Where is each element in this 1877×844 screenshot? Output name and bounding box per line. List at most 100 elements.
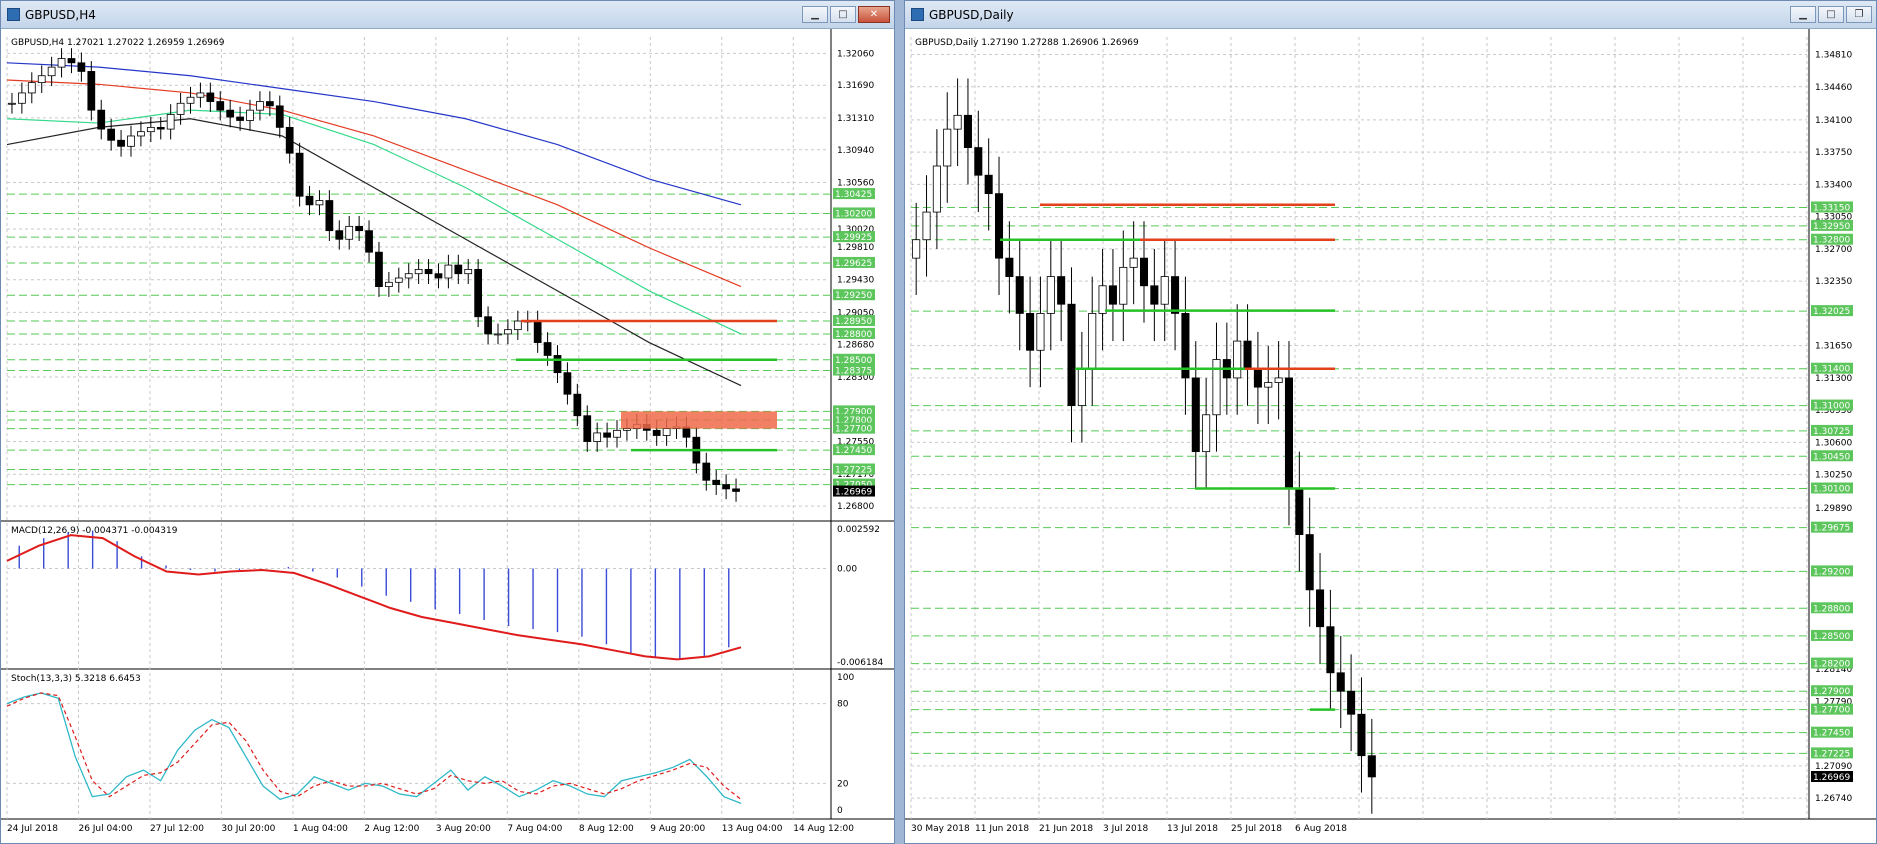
candle-body <box>553 355 562 374</box>
price-axis-label: 1.26740 <box>1815 794 1852 804</box>
price-axis-label: 1.34810 <box>1815 51 1852 61</box>
level-tag <box>1811 399 1853 411</box>
macd-axis-label: 0.00 <box>837 564 857 574</box>
level-tag-label: 1.27450 <box>1813 729 1850 739</box>
candle-body <box>623 428 631 431</box>
candle-body <box>1243 340 1252 370</box>
level-tag <box>1811 424 1853 436</box>
candle-body <box>47 66 56 77</box>
date-axis-label: 13 Jul 2018 <box>1167 824 1218 834</box>
daily-chart-area[interactable]: 1.34810 1.34460 1.34100 1.33750 1.33400 1.330… <box>905 29 1877 844</box>
moving-average-line <box>6 109 742 335</box>
price-axis-label: 1.33750 <box>1815 148 1852 158</box>
candle-body <box>246 109 254 121</box>
maximize-button[interactable]: □ <box>830 6 856 23</box>
level-tag <box>833 207 875 219</box>
level-tag-label: 1.32800 <box>1813 236 1850 246</box>
level-tag-label: 1.29250 <box>835 291 872 301</box>
candle-body <box>1046 276 1055 314</box>
candle-body <box>1212 359 1221 416</box>
candle-body <box>1067 303 1076 406</box>
maximize-button[interactable]: □ <box>1818 6 1844 23</box>
price-axis-label: 1.26800 <box>837 502 874 512</box>
price-axis-label: 1.27790 <box>1815 697 1852 707</box>
level-tag <box>1811 747 1853 759</box>
level-tag <box>1811 201 1853 213</box>
price-axis-label: 1.30250 <box>1815 471 1852 481</box>
candle-body <box>513 320 522 331</box>
level-tag-label: 1.28800 <box>1813 604 1850 614</box>
price-axis-label: 1.30950 <box>1815 406 1852 416</box>
candle-body <box>1367 755 1376 778</box>
candle-body <box>563 372 572 395</box>
close-button[interactable]: ✕ <box>858 6 890 23</box>
candle-body <box>454 264 463 275</box>
candle-body <box>166 114 175 130</box>
candle-body <box>375 251 383 288</box>
level-tag <box>833 231 875 243</box>
price-axis-label: 1.27170 <box>837 470 874 480</box>
h4-chart-window[interactable]: GBPUSD,H4 ▁ □ ✕ 1.32060 1.31690 1.31310 1.3… <box>0 0 895 844</box>
candle-body <box>8 102 16 105</box>
level-tag-label: 1.29625 <box>835 259 872 269</box>
candle-body <box>1202 414 1211 453</box>
candle-body <box>994 193 1004 259</box>
level-tag <box>1811 362 1853 374</box>
candle-body <box>613 429 621 438</box>
level-tag-label: 1.27900 <box>1813 687 1850 697</box>
macd-signal-line <box>6 534 742 661</box>
level-tag-label: 1.31000 <box>1813 402 1850 412</box>
chart-window-icon <box>7 8 20 21</box>
candle-body <box>974 147 983 176</box>
price-axis-label: 1.34460 <box>1815 83 1852 93</box>
level-tag-label: 1.27700 <box>1813 706 1850 716</box>
date-axis-label: 1 Aug 04:00 <box>293 824 348 834</box>
candle-body <box>722 484 730 490</box>
minimize-button[interactable]: ▁ <box>1790 6 1816 23</box>
level-tag <box>1811 450 1853 462</box>
price-axis-label: 1.28300 <box>837 373 874 383</box>
price-axis-label: 1.31300 <box>1815 374 1852 384</box>
candle-body <box>1253 368 1262 388</box>
date-axis-label: 8 Aug 12:00 <box>579 824 634 834</box>
candle-body <box>67 58 76 64</box>
price-axis-label: 1.27090 <box>1815 762 1852 772</box>
daily-titlebar[interactable]: GBPUSD,Daily ▁ □ ❐ <box>905 1 1876 29</box>
candle-body <box>573 393 582 417</box>
level-tag <box>833 188 875 200</box>
candle-body <box>424 268 433 275</box>
candle-body <box>603 432 611 438</box>
level-tag-label: 1.29675 <box>1813 524 1850 534</box>
price-axis-label: 1.29810 <box>837 243 874 253</box>
candle-body <box>186 96 195 104</box>
resistance-zone <box>621 411 777 429</box>
minimize-button[interactable]: ▁ <box>802 6 828 23</box>
candle-body <box>474 268 483 318</box>
price-axis-label: 1.31650 <box>1815 342 1852 352</box>
candle-body <box>345 225 354 240</box>
date-axis-label: 6 Aug 2018 <box>1295 824 1347 834</box>
moving-average-line <box>6 79 742 288</box>
candle-body <box>1191 377 1200 453</box>
h4-titlebar[interactable]: GBPUSD,H4 ▁ □ ✕ <box>1 1 894 29</box>
level-tag-label: 1.29200 <box>1813 567 1850 577</box>
price-axis-label: 1.32700 <box>1815 245 1852 255</box>
price-axis-label: 1.31310 <box>837 114 874 124</box>
daily-window-title: GBPUSD,Daily <box>929 8 1014 22</box>
candle-body <box>912 239 921 259</box>
h4-chart-area[interactable]: 1.32060 1.31690 1.31310 1.30940 1.30560 1.300… <box>1 29 895 844</box>
restore-button[interactable]: ❐ <box>1846 6 1872 23</box>
level-tag <box>833 414 875 426</box>
candle-body <box>494 333 502 336</box>
candle-body <box>1160 276 1169 305</box>
candle-body <box>1057 276 1066 305</box>
candle-body <box>265 101 274 107</box>
date-axis-label: 30 May 2018 <box>911 824 970 834</box>
candle-body <box>984 174 993 195</box>
candle-body <box>543 342 552 356</box>
candle-body <box>1264 382 1273 388</box>
candle-body <box>1088 313 1097 370</box>
candle-body <box>464 268 473 275</box>
daily-chart-window[interactable]: GBPUSD,Daily ▁ □ ❐ 1.34810 1.34460 1.34100… <box>904 0 1877 844</box>
level-tag-label: 1.33150 <box>1813 203 1850 213</box>
